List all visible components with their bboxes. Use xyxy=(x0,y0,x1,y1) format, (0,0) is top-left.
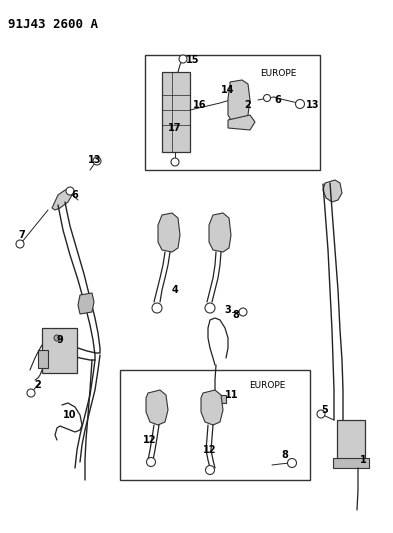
Text: 8: 8 xyxy=(233,310,239,320)
Circle shape xyxy=(239,308,247,316)
Text: 12: 12 xyxy=(143,435,157,445)
Polygon shape xyxy=(228,115,255,130)
Circle shape xyxy=(206,465,215,474)
Circle shape xyxy=(66,187,74,195)
Polygon shape xyxy=(323,180,342,202)
Circle shape xyxy=(27,389,35,397)
Text: 8: 8 xyxy=(281,450,288,460)
Text: 7: 7 xyxy=(18,230,26,240)
Circle shape xyxy=(317,410,325,418)
Text: 11: 11 xyxy=(225,390,239,400)
Text: 91J43 2600 A: 91J43 2600 A xyxy=(8,18,98,31)
Bar xyxy=(145,55,320,170)
Circle shape xyxy=(54,335,60,341)
Bar xyxy=(120,370,310,480)
Polygon shape xyxy=(78,293,94,314)
Text: 10: 10 xyxy=(63,410,77,420)
Text: 17: 17 xyxy=(168,123,182,133)
Circle shape xyxy=(296,100,305,109)
Polygon shape xyxy=(146,390,168,425)
Circle shape xyxy=(152,303,162,313)
Text: 6: 6 xyxy=(275,95,281,105)
Bar xyxy=(42,328,77,373)
Text: 1: 1 xyxy=(360,455,366,465)
Text: 12: 12 xyxy=(203,445,217,455)
Text: 6: 6 xyxy=(72,190,78,200)
Text: 16: 16 xyxy=(193,100,207,110)
Polygon shape xyxy=(52,190,72,210)
Text: 14: 14 xyxy=(221,85,235,95)
Text: 3: 3 xyxy=(225,305,231,315)
Bar xyxy=(38,350,48,368)
Bar xyxy=(162,72,190,152)
Polygon shape xyxy=(201,390,223,425)
Circle shape xyxy=(147,457,156,466)
Text: 5: 5 xyxy=(321,405,329,415)
Bar xyxy=(333,458,369,468)
Polygon shape xyxy=(228,80,250,125)
Text: 2: 2 xyxy=(35,380,41,390)
Bar xyxy=(208,395,226,403)
Circle shape xyxy=(179,55,187,63)
Circle shape xyxy=(16,240,24,248)
Circle shape xyxy=(171,158,179,166)
Text: 15: 15 xyxy=(186,55,200,65)
Circle shape xyxy=(205,303,215,313)
Circle shape xyxy=(263,94,270,101)
Text: 2: 2 xyxy=(244,100,252,110)
Text: 4: 4 xyxy=(172,285,178,295)
Bar xyxy=(337,420,365,460)
Text: 13: 13 xyxy=(306,100,320,110)
Text: EUROPE: EUROPE xyxy=(249,381,285,390)
Circle shape xyxy=(93,157,101,165)
Text: EUROPE: EUROPE xyxy=(260,69,296,77)
Text: 13: 13 xyxy=(88,155,102,165)
Circle shape xyxy=(288,458,296,467)
Polygon shape xyxy=(158,213,180,252)
Text: 9: 9 xyxy=(57,335,63,345)
Polygon shape xyxy=(209,213,231,252)
